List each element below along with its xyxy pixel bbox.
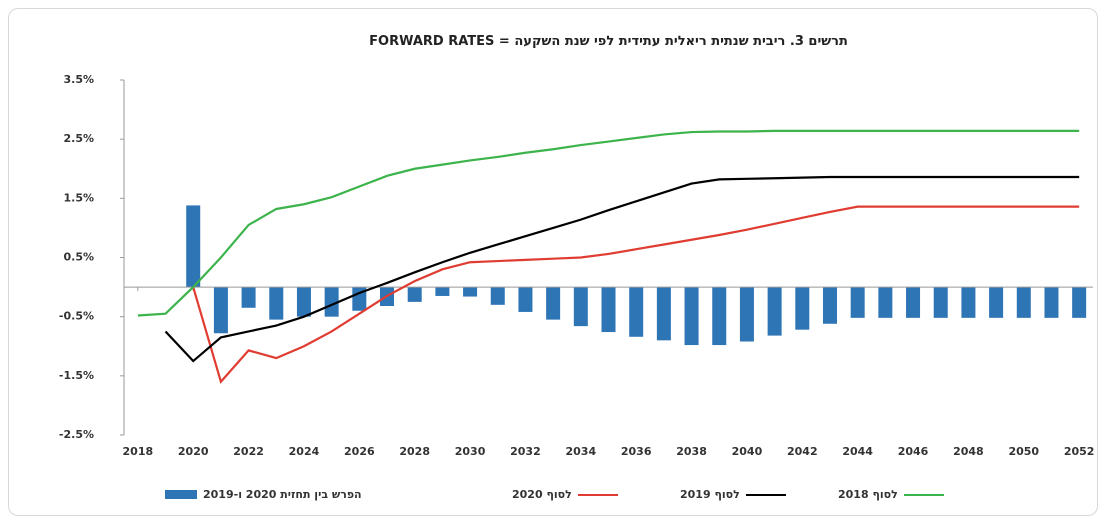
bar	[435, 287, 450, 296]
bar	[241, 287, 256, 308]
bar	[601, 287, 616, 333]
line	[137, 129, 1080, 317]
x-tick-label: 2036	[621, 445, 652, 458]
y-tick-label: 2.5%	[63, 132, 94, 145]
x-tick-label: 2044	[842, 445, 873, 458]
y-tick-label: -2.5%	[59, 428, 94, 441]
legend-label: לסוף 2019	[680, 488, 740, 501]
x-tick-label: 2018	[123, 445, 154, 458]
legend-label: לסוף 2018	[838, 488, 898, 501]
bar	[1044, 287, 1059, 318]
bar	[989, 287, 1004, 318]
x-tick-label: 2040	[732, 445, 763, 458]
bar	[822, 287, 837, 324]
bar	[656, 287, 671, 341]
x-tick-label: 2032	[510, 445, 541, 458]
y-tick-label: -1.5%	[59, 369, 94, 382]
bar	[573, 287, 588, 327]
bar	[352, 287, 367, 311]
bar	[186, 205, 201, 288]
bar	[407, 287, 422, 302]
bar	[629, 287, 644, 337]
bar	[961, 287, 976, 318]
legend-swatch	[745, 493, 786, 496]
bar	[712, 287, 727, 346]
bar	[296, 287, 311, 317]
bar	[213, 287, 228, 334]
bar	[795, 287, 810, 330]
bar	[1072, 287, 1087, 318]
x-tick-label: 2026	[344, 445, 375, 458]
legend-item: לסוף 2019	[680, 488, 786, 501]
bar	[684, 287, 699, 346]
bar	[739, 287, 754, 342]
line	[164, 175, 1080, 363]
x-tick-label: 2046	[898, 445, 929, 458]
x-tick-label: 2020	[178, 445, 209, 458]
bar	[767, 287, 782, 336]
bar	[933, 287, 948, 318]
bar	[906, 287, 921, 318]
x-tick-label: 2024	[289, 445, 320, 458]
legend-item: לסוף 2020	[512, 488, 618, 501]
legend-label: לסוף 2020	[512, 488, 572, 501]
x-tick-label: 2022	[233, 445, 264, 458]
legend-swatch	[903, 493, 944, 496]
bar	[1016, 287, 1031, 318]
legend-label: הפרש בין תחזית 2020 ו-2019	[203, 488, 362, 501]
bar	[269, 287, 284, 320]
bar	[850, 287, 865, 318]
bar	[518, 287, 533, 312]
legend-swatch	[165, 490, 197, 499]
bar	[546, 287, 561, 320]
chart-frame	[8, 8, 1098, 516]
bar	[490, 287, 505, 305]
y-tick-label: 0.5%	[63, 251, 94, 264]
y-tick-label: 3.5%	[63, 73, 94, 86]
x-tick-label: 2038	[676, 445, 707, 458]
x-tick-label: 2042	[787, 445, 818, 458]
x-tick-label: 2028	[399, 445, 430, 458]
x-tick-label: 2050	[1008, 445, 1039, 458]
legend-item: לסוף 2018	[838, 488, 944, 501]
bar	[324, 287, 339, 317]
line	[192, 205, 1080, 384]
y-tick-label: 1.5%	[63, 191, 94, 204]
y-tick-label: -0.5%	[59, 310, 94, 323]
legend-swatch	[577, 493, 618, 496]
x-tick-label: 2034	[566, 445, 597, 458]
legend-item: הפרש בין תחזית 2020 ו-2019	[165, 488, 362, 501]
legend: הפרש בין תחזית 2020 ו-2019 לסוף 2020 לסוף …	[0, 488, 1108, 508]
bar	[463, 287, 478, 297]
x-tick-label: 2048	[953, 445, 984, 458]
chart-title: תרשים 3. ריבית שנתית ריאלית עתידית לפי ש…	[369, 34, 848, 49]
x-tick-label: 2030	[455, 445, 486, 458]
x-tick-label: 2052	[1064, 445, 1095, 458]
bar	[878, 287, 893, 318]
